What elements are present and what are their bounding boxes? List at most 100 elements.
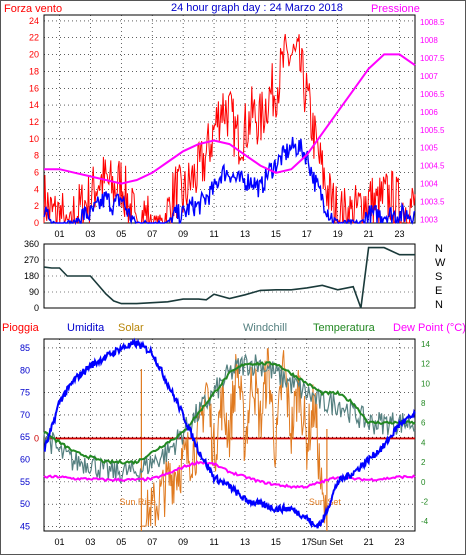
wind-pressure-chart: 02468101214161820222410031003.510041004.… (29, 14, 445, 239)
compass-label: N (435, 299, 443, 311)
rain-label: Pioggia (2, 322, 40, 334)
right-tick-label: 1006 (420, 108, 438, 117)
temperature-tick-label: -2 (421, 497, 429, 506)
humidity-tick-label: 45 (20, 522, 30, 532)
gust-series-line (43, 34, 416, 225)
sunset-axis-label: Sun Set (311, 537, 344, 547)
direction-tick-label: 180 (24, 271, 39, 281)
bottom-x-tick-label: 23 (395, 537, 405, 547)
compass-label: W (435, 257, 446, 269)
direction-tick-label: 90 (29, 287, 39, 297)
bottom-x-tick-label: 21 (364, 537, 374, 547)
temperature-tick-label: -4 (421, 517, 429, 526)
left-tick-label: 22 (29, 33, 39, 43)
temperature-tick-label: 8 (421, 399, 426, 408)
left-tick-label: 2 (34, 201, 39, 211)
compass-label: S (435, 271, 442, 283)
solar-series-line (141, 348, 328, 527)
right-tick-label: 1005.5 (420, 126, 445, 135)
temperature-label: Temperatura (313, 322, 376, 334)
left-tick-label: 8 (34, 151, 39, 161)
left-tick-label: 6 (34, 167, 39, 177)
compass-label: N (435, 243, 443, 255)
humidity-tick-label: 50 (20, 499, 30, 509)
left-tick-label: 24 (29, 16, 39, 26)
x-tick-label: 15 (271, 229, 281, 239)
right-tick-label: 1003 (420, 215, 438, 224)
chart-title: 24 hour graph day : 24 Marzo 2018 (171, 2, 343, 14)
dewpoint-series-line (43, 460, 416, 489)
humidity-tick-label: 55 (20, 477, 30, 487)
bottom-x-tick-label: 05 (116, 537, 126, 547)
right-tick-label: 1006.5 (420, 90, 445, 99)
pressure-label: Pressione (371, 3, 420, 15)
bottom-x-tick-label: 13 (240, 537, 250, 547)
x-tick-label: 21 (364, 229, 374, 239)
left-tick-label: 4 (34, 184, 39, 194)
temperature-tick-label: 6 (421, 419, 426, 428)
humidity-tick-label: 80 (20, 365, 30, 375)
solar-label: Solar (118, 322, 144, 334)
right-tick-label: 1005 (420, 144, 438, 153)
humidity-tick-label: 85 (20, 343, 30, 353)
humidity-tick-label: 60 (20, 455, 30, 465)
right-tick-label: 1008.5 (420, 18, 445, 27)
humidity-tick-label: 65 (20, 432, 30, 442)
x-tick-label: 13 (240, 229, 250, 239)
humidity-tick-label: 75 (20, 388, 30, 398)
x-tick-label: 23 (395, 229, 405, 239)
left-tick-label: 10 (29, 134, 39, 144)
x-tick-label: 19 (333, 229, 343, 239)
bottom-x-tick-label: 03 (85, 537, 95, 547)
top-plot-frame (43, 14, 416, 224)
left-tick-label: 16 (29, 83, 39, 93)
left-tick-label: 18 (29, 66, 39, 76)
left-tick-label: 20 (29, 50, 39, 60)
temperature-tick-label: 0 (421, 478, 426, 487)
x-tick-label: 17 (302, 229, 312, 239)
x-tick-label: 01 (54, 229, 64, 239)
wind-force-label: Forza vento (4, 3, 62, 15)
temperature-tick-label: 14 (421, 340, 430, 349)
wind-direction-line (43, 246, 415, 309)
x-tick-label: 07 (147, 229, 157, 239)
bottom-x-tick-label: 17 (302, 537, 312, 547)
temperature-series-line (43, 361, 416, 466)
humidity-label: Umidita (67, 322, 105, 334)
temperature-tick-label: 10 (421, 379, 430, 388)
humidity-tick-label: 70 (20, 410, 30, 420)
windchill-label: Windchill (243, 322, 287, 334)
bottom-x-tick-label: 11 (209, 537, 218, 547)
bottom-x-tick-label: 07 (147, 537, 157, 547)
left-tick-label: 14 (29, 100, 39, 110)
right-tick-label: 1004.5 (420, 162, 445, 171)
direction-tick-label: 270 (24, 255, 39, 265)
right-tick-label: 1004 (420, 180, 438, 189)
right-tick-label: 1007 (420, 72, 438, 81)
left-tick-label: 12 (29, 117, 39, 127)
direction-tick-label: 360 (24, 239, 39, 249)
bottom-x-tick-label: 01 (54, 537, 64, 547)
temperature-tick-label: 2 (421, 458, 426, 467)
x-tick-label: 03 (85, 229, 95, 239)
direction-tick-label: 0 (34, 303, 39, 313)
right-tick-label: 1008 (420, 36, 438, 45)
sunrise-annotation: Sun Rise (119, 497, 156, 507)
bottom-x-tick-label: 09 (178, 537, 188, 547)
pressure-series-line (44, 53, 416, 185)
dewpoint-label: Dew Point (°C) (393, 322, 465, 334)
rain-zero-label: 0 (34, 433, 39, 443)
x-tick-label: 09 (178, 229, 188, 239)
bottom-x-tick-label: 15 (271, 537, 281, 547)
left-tick-label: 0 (34, 218, 39, 228)
humidity-series-line (43, 337, 416, 529)
temperature-humidity-chart: 45 50 55 60 65 70 75 80 85 -4 -2 0 2 4 6 8 10 12 14 01 03 05 0… (20, 337, 430, 547)
right-tick-label: 1007.5 (420, 54, 445, 63)
temperature-tick-label: 12 (421, 360, 430, 369)
x-tick-label: 11 (209, 229, 218, 239)
wind-series-line (43, 136, 416, 226)
compass-label: E (435, 285, 442, 297)
